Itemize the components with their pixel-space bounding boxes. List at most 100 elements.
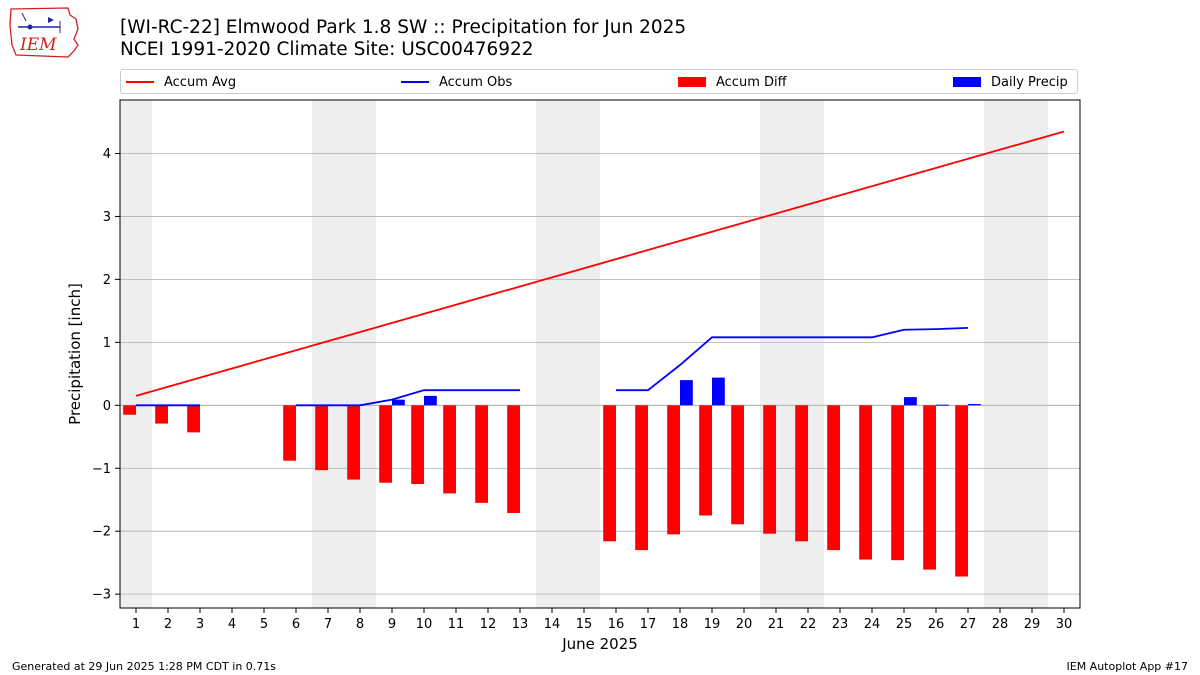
daily-precip-bar [712, 377, 725, 406]
accum-diff-bar [891, 405, 904, 561]
gridlines [120, 153, 1080, 595]
x-axis-label: June 2025 [561, 635, 638, 653]
accum-diff-bar [859, 405, 872, 560]
accum-diff-bar [315, 405, 328, 471]
y-tick-label: −3 [92, 588, 111, 603]
x-tick-label: 21 [768, 617, 785, 632]
x-tick-label: 2 [164, 617, 172, 632]
accum-diff-bar [731, 405, 744, 525]
x-tick-label: 9 [388, 617, 396, 632]
x-tick-label: 27 [960, 617, 977, 632]
accum-diff-bar [347, 405, 360, 480]
legend: Accum Avg Accum Obs Accum Diff Daily Pre… [120, 69, 1078, 94]
daily-precip-bar [904, 397, 917, 406]
x-tick-label: 29 [1024, 617, 1041, 632]
accum-diff-bar [123, 405, 136, 415]
y-tick-label: −2 [92, 525, 111, 540]
x-tick-label: 5 [260, 617, 268, 632]
x-tick-label: 3 [196, 617, 204, 632]
x-tick-label: 20 [736, 617, 753, 632]
x-tick-label: 1 [132, 617, 140, 632]
legend-swatch-accum-avg [126, 81, 154, 83]
y-tick-label: 3 [103, 210, 111, 225]
legend-swatch-accum-diff [678, 77, 706, 87]
x-tick-label: 6 [292, 617, 300, 632]
footer-app: IEM Autoplot App #17 [1066, 660, 1189, 673]
x-tick-label: 22 [800, 617, 817, 632]
x-tick-label: 26 [928, 617, 945, 632]
accum-diff-bar [955, 405, 968, 577]
legend-entry-accum-avg: Accum Avg [126, 74, 236, 90]
weekend-band [984, 100, 1048, 608]
x-tick-label: 18 [672, 617, 689, 632]
legend-entry-accum-diff: Accum Diff [678, 74, 787, 90]
x-tick-label: 30 [1056, 617, 1073, 632]
x-tick-label: 15 [576, 617, 593, 632]
footer-generated: Generated at 29 Jun 2025 1:28 PM CDT in … [12, 660, 277, 673]
x-tick-label: 14 [544, 617, 561, 632]
weekend-band [536, 100, 600, 608]
x-tick-label: 28 [992, 617, 1009, 632]
y-tick-label: 1 [103, 336, 111, 351]
accum-obs-line [616, 326, 969, 392]
legend-entry-accum-obs: Accum Obs [401, 74, 512, 90]
y-tick-label: 2 [103, 273, 111, 288]
accum-diff-bar [699, 405, 712, 516]
legend-label-daily-precip: Daily Precip [991, 74, 1068, 90]
x-tick-label: 17 [640, 617, 657, 632]
daily-precip-bar [936, 404, 949, 406]
iem-logo: IEM [8, 5, 82, 59]
legend-entry-daily-precip: Daily Precip [953, 74, 1068, 90]
daily-precip-bar [424, 395, 437, 406]
accum-diff-bar [795, 405, 808, 542]
bars [123, 377, 981, 577]
accum-diff-bar [603, 405, 616, 542]
accum-diff-bar [443, 405, 456, 494]
x-tick-label: 10 [416, 617, 433, 632]
accum-diff-bar [667, 405, 680, 535]
accum-diff-bar [187, 405, 200, 433]
legend-label-accum-diff: Accum Diff [716, 74, 787, 90]
daily-precip-bar [968, 404, 981, 406]
lines [135, 130, 1065, 407]
x-tick-label: 16 [608, 617, 625, 632]
chart-title: [WI-RC-22] Elmwood Park 1.8 SW :: Precip… [120, 17, 687, 38]
weekend-band [120, 100, 152, 608]
y-tick-label: 0 [103, 399, 111, 414]
x-tick-label: 8 [356, 617, 364, 632]
x-tick-label: 13 [512, 617, 529, 632]
accum-diff-bar [411, 405, 424, 484]
accum-diff-bar [635, 405, 648, 551]
accum-diff-bar [763, 405, 776, 534]
x-tick-label: 4 [228, 617, 236, 632]
daily-precip-bar [680, 380, 693, 406]
y-axis-label: Precipitation [inch] [66, 283, 84, 425]
accum-avg-line [135, 130, 1065, 397]
legend-label-accum-obs: Accum Obs [439, 74, 513, 90]
y-tick-label: −1 [92, 462, 111, 477]
weekend-band [312, 100, 376, 608]
x-tick-label: 11 [448, 617, 465, 632]
legend-swatch-accum-obs [401, 81, 429, 83]
accum-diff-bar [475, 405, 488, 503]
accum-diff-bar [283, 405, 296, 461]
accum-diff-bar [923, 405, 936, 570]
x-tick-label: 23 [832, 617, 849, 632]
logo-text: IEM [19, 35, 57, 55]
daily-precip-bar [392, 399, 405, 406]
accum-diff-bar [827, 405, 840, 551]
legend-label-accum-avg: Accum Avg [164, 74, 237, 90]
accum-diff-bar [507, 405, 520, 513]
x-tick-label: 19 [704, 617, 721, 632]
plot-frame [119, 99, 1081, 609]
x-tick-label: 12 [480, 617, 497, 632]
weekend-shading [120, 100, 1048, 608]
accum-diff-bar [379, 405, 392, 483]
chart-subtitle: NCEI 1991-2020 Climate Site: USC00476922 [120, 39, 534, 60]
y-tick-label: 4 [103, 147, 111, 162]
accum-obs-line [296, 389, 520, 407]
x-tick-label: 24 [864, 617, 881, 632]
accum-diff-bar [155, 405, 168, 424]
x-tick-label: 7 [324, 617, 332, 632]
